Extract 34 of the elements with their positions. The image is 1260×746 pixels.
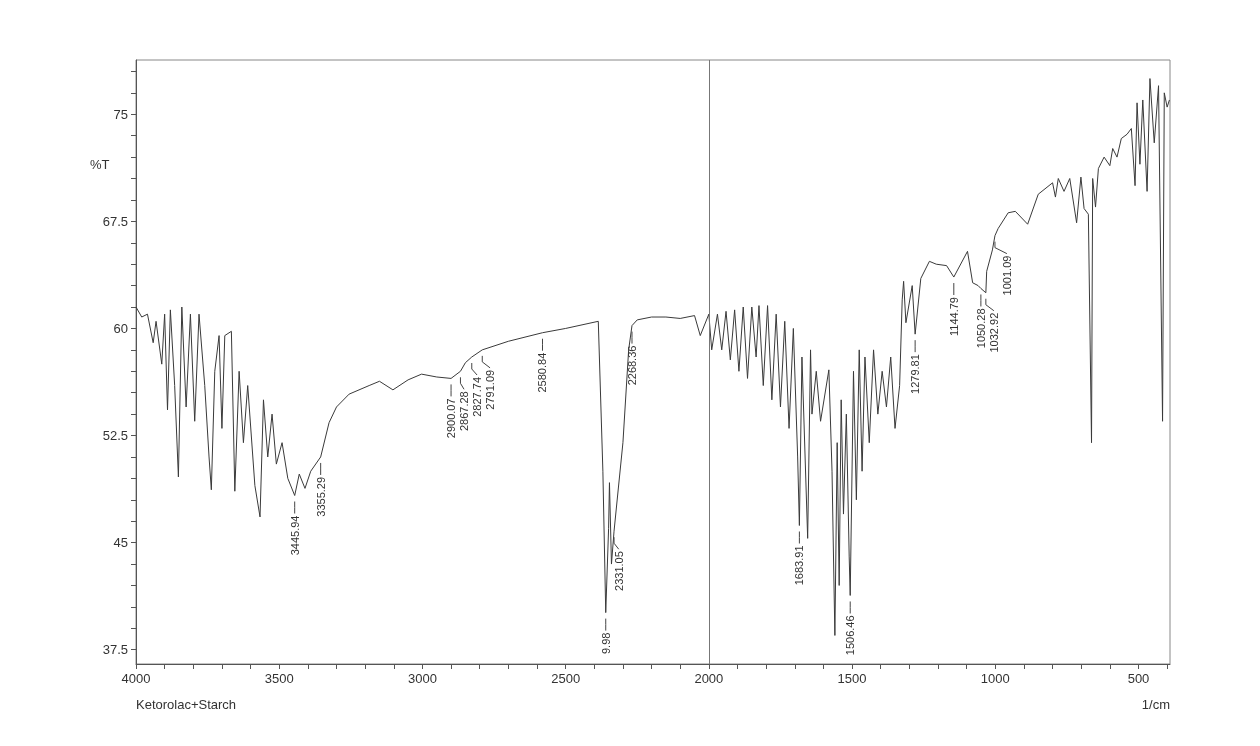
x-tick-label: 3500 — [264, 671, 294, 686]
x-tick-label: 500 — [1127, 671, 1150, 686]
annotation: 2791.09 — [484, 369, 497, 410]
annotation: 1001.09 — [1000, 255, 1013, 296]
annotation: 2867.28 — [458, 391, 471, 432]
y-tick-label: 52.5 — [102, 428, 128, 444]
annotation: 2331.05 — [612, 551, 625, 591]
annotation: 9.98 — [599, 632, 612, 655]
annotation: 2268.36 — [625, 345, 638, 386]
y-tick-label: 60 — [113, 320, 128, 336]
y-tick-label: 45 — [113, 535, 128, 551]
annotation: 1279.81 — [909, 354, 922, 394]
annotation: 1506.46 — [844, 615, 857, 656]
x-tick-label: 4000 — [121, 671, 151, 686]
x-tick-label: 3000 — [407, 671, 437, 686]
text: Ketorolac+Starch — [136, 697, 237, 712]
annotation: 3445.94 — [288, 515, 301, 556]
x-tick-label: 1000 — [980, 671, 1010, 686]
x-axis-title: 1/cm — [1141, 697, 1170, 712]
annotation: 3355.29 — [314, 476, 327, 517]
annotation: 2580.84 — [536, 352, 549, 393]
x-tick-label: 2500 — [551, 671, 581, 686]
y-tick-label: 75 — [113, 106, 128, 122]
x-tick-label: 2000 — [694, 671, 724, 686]
annotation: 1032.92 — [987, 312, 1000, 353]
annotation: 2900.07 — [445, 398, 458, 439]
x-tick-label: 1500 — [837, 671, 867, 686]
y-tick-label: 67.5 — [102, 213, 128, 229]
annotation: 1050.28 — [974, 308, 987, 349]
annotation: 2827.74 — [471, 377, 484, 417]
y-tick-label: 37.5 — [102, 642, 128, 658]
annotation: 1683.91 — [793, 545, 806, 586]
annotation: 1144.79 — [947, 297, 960, 336]
y-axis-title: %T — [90, 157, 110, 172]
